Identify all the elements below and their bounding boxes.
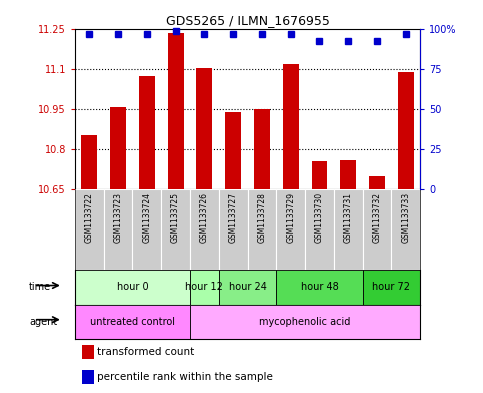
- Text: GSM1133726: GSM1133726: [200, 192, 209, 243]
- Bar: [247, 189, 276, 270]
- Bar: [104, 189, 132, 270]
- Text: hour 0: hour 0: [116, 283, 148, 292]
- Bar: [139, 76, 155, 189]
- Text: agent: agent: [29, 317, 57, 327]
- Bar: [110, 107, 126, 189]
- Text: GSM1133723: GSM1133723: [114, 192, 123, 243]
- Text: untreated control: untreated control: [90, 317, 175, 327]
- Bar: [82, 370, 94, 384]
- Text: GSM1133731: GSM1133731: [344, 192, 353, 243]
- Bar: [219, 189, 247, 270]
- Text: GSM1133725: GSM1133725: [171, 192, 180, 243]
- Text: GSM1133722: GSM1133722: [85, 192, 94, 243]
- Bar: [190, 305, 420, 339]
- Text: GSM1133729: GSM1133729: [286, 192, 295, 243]
- Bar: [225, 112, 241, 189]
- Text: time: time: [29, 283, 51, 292]
- Bar: [305, 189, 334, 270]
- Bar: [398, 72, 414, 189]
- Bar: [161, 189, 190, 270]
- Bar: [197, 68, 213, 189]
- Bar: [363, 270, 420, 305]
- Bar: [168, 33, 184, 189]
- Text: transformed count: transformed count: [97, 347, 195, 357]
- Text: GSM1133728: GSM1133728: [257, 192, 267, 243]
- Bar: [283, 64, 298, 189]
- Bar: [312, 162, 327, 189]
- Bar: [369, 176, 385, 189]
- Bar: [190, 270, 219, 305]
- Text: GSM1133724: GSM1133724: [142, 192, 151, 243]
- Bar: [276, 270, 363, 305]
- Title: GDS5265 / ILMN_1676955: GDS5265 / ILMN_1676955: [166, 14, 329, 27]
- Bar: [82, 345, 94, 359]
- Bar: [132, 189, 161, 270]
- Text: GSM1133732: GSM1133732: [372, 192, 382, 243]
- Text: hour 72: hour 72: [372, 283, 411, 292]
- Bar: [219, 270, 276, 305]
- Bar: [75, 189, 104, 270]
- Text: percentile rank within the sample: percentile rank within the sample: [97, 372, 273, 382]
- Text: GSM1133730: GSM1133730: [315, 192, 324, 243]
- Bar: [363, 189, 391, 270]
- Text: GSM1133733: GSM1133733: [401, 192, 411, 243]
- Bar: [254, 110, 270, 189]
- Text: hour 24: hour 24: [228, 283, 267, 292]
- Text: mycophenolic acid: mycophenolic acid: [259, 317, 351, 327]
- Bar: [81, 135, 97, 189]
- Bar: [190, 189, 219, 270]
- Bar: [341, 160, 356, 189]
- Text: GSM1133727: GSM1133727: [228, 192, 238, 243]
- Bar: [75, 270, 190, 305]
- Text: hour 12: hour 12: [185, 283, 223, 292]
- Bar: [276, 189, 305, 270]
- Bar: [391, 189, 420, 270]
- Bar: [334, 189, 363, 270]
- Text: hour 48: hour 48: [300, 283, 339, 292]
- Bar: [75, 305, 190, 339]
